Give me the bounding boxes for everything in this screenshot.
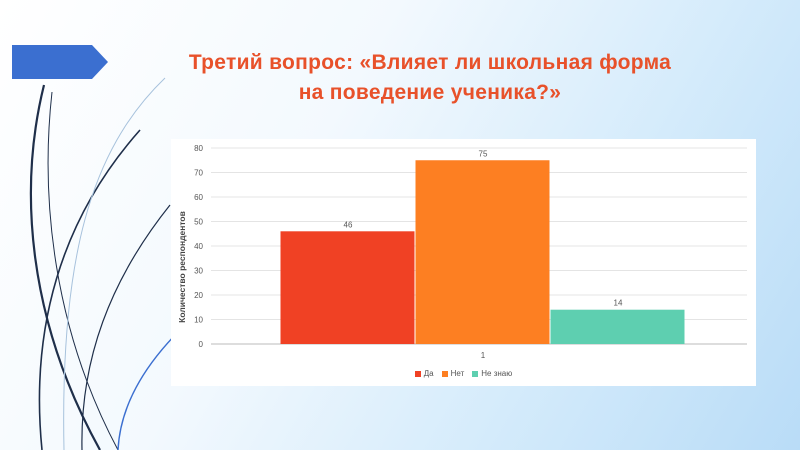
y-tick-label: 20 — [194, 291, 203, 300]
deco-curve-4 — [81, 204, 171, 450]
legend-label: Нет — [450, 369, 465, 378]
legend-label: Не знаю — [481, 369, 513, 378]
chart-legend: Да Нет Не знаю — [171, 369, 756, 378]
bar-data-label: 14 — [614, 299, 623, 308]
deco-curve-5 — [117, 329, 181, 450]
legend-item: Да — [414, 369, 434, 378]
bar-3 — [550, 309, 685, 344]
deco-curve-1 — [29, 84, 101, 450]
bar-chart: 0 10 20 30 40 50 60 70 80 46 75 14 1 Количество рес… — [177, 144, 747, 360]
legend-item: Не знаю — [472, 369, 512, 378]
y-tick-label: 0 — [199, 340, 204, 349]
labels-layer: 46 75 14 1 — [344, 149, 623, 360]
legend-label: Да — [423, 369, 434, 378]
bar-data-label: 46 — [344, 220, 353, 229]
slide-title-line-1: Третий вопрос: «Влияет ли школьная форма — [188, 51, 672, 74]
y-tick-label: 10 — [194, 316, 203, 325]
bars-layer — [280, 160, 685, 344]
deco-curve-3 — [38, 129, 141, 450]
x-tick-label: 1 — [481, 351, 486, 360]
legend-swatch — [414, 370, 421, 377]
deco-curve-2 — [47, 91, 119, 450]
y-tick-label: 30 — [194, 267, 203, 276]
y-tick-label: 60 — [194, 193, 203, 202]
slide-title-line-2: на поведение ученика?» — [298, 81, 562, 104]
chart-panel: 0 10 20 30 40 50 60 70 80 46 75 14 1 Количество рес… — [171, 139, 756, 386]
y-axis-label: Количество респондентов — [177, 211, 187, 323]
bar-1 — [280, 231, 415, 344]
legend-item: Нет — [441, 369, 465, 378]
y-tick-label: 80 — [194, 144, 203, 153]
legend-swatch — [441, 370, 448, 377]
bar-2 — [415, 160, 550, 344]
slide-title: Третий вопрос: «Влияет ли школьная форма… — [110, 48, 750, 108]
legend-swatch — [472, 370, 479, 377]
deco-curve-6 — [63, 77, 166, 450]
accent-arrow-shape — [12, 45, 108, 79]
bar-data-label: 75 — [479, 149, 488, 158]
y-tick-label: 50 — [194, 218, 203, 227]
y-tick-label: 40 — [194, 242, 203, 251]
y-tick-label: 70 — [194, 169, 203, 178]
